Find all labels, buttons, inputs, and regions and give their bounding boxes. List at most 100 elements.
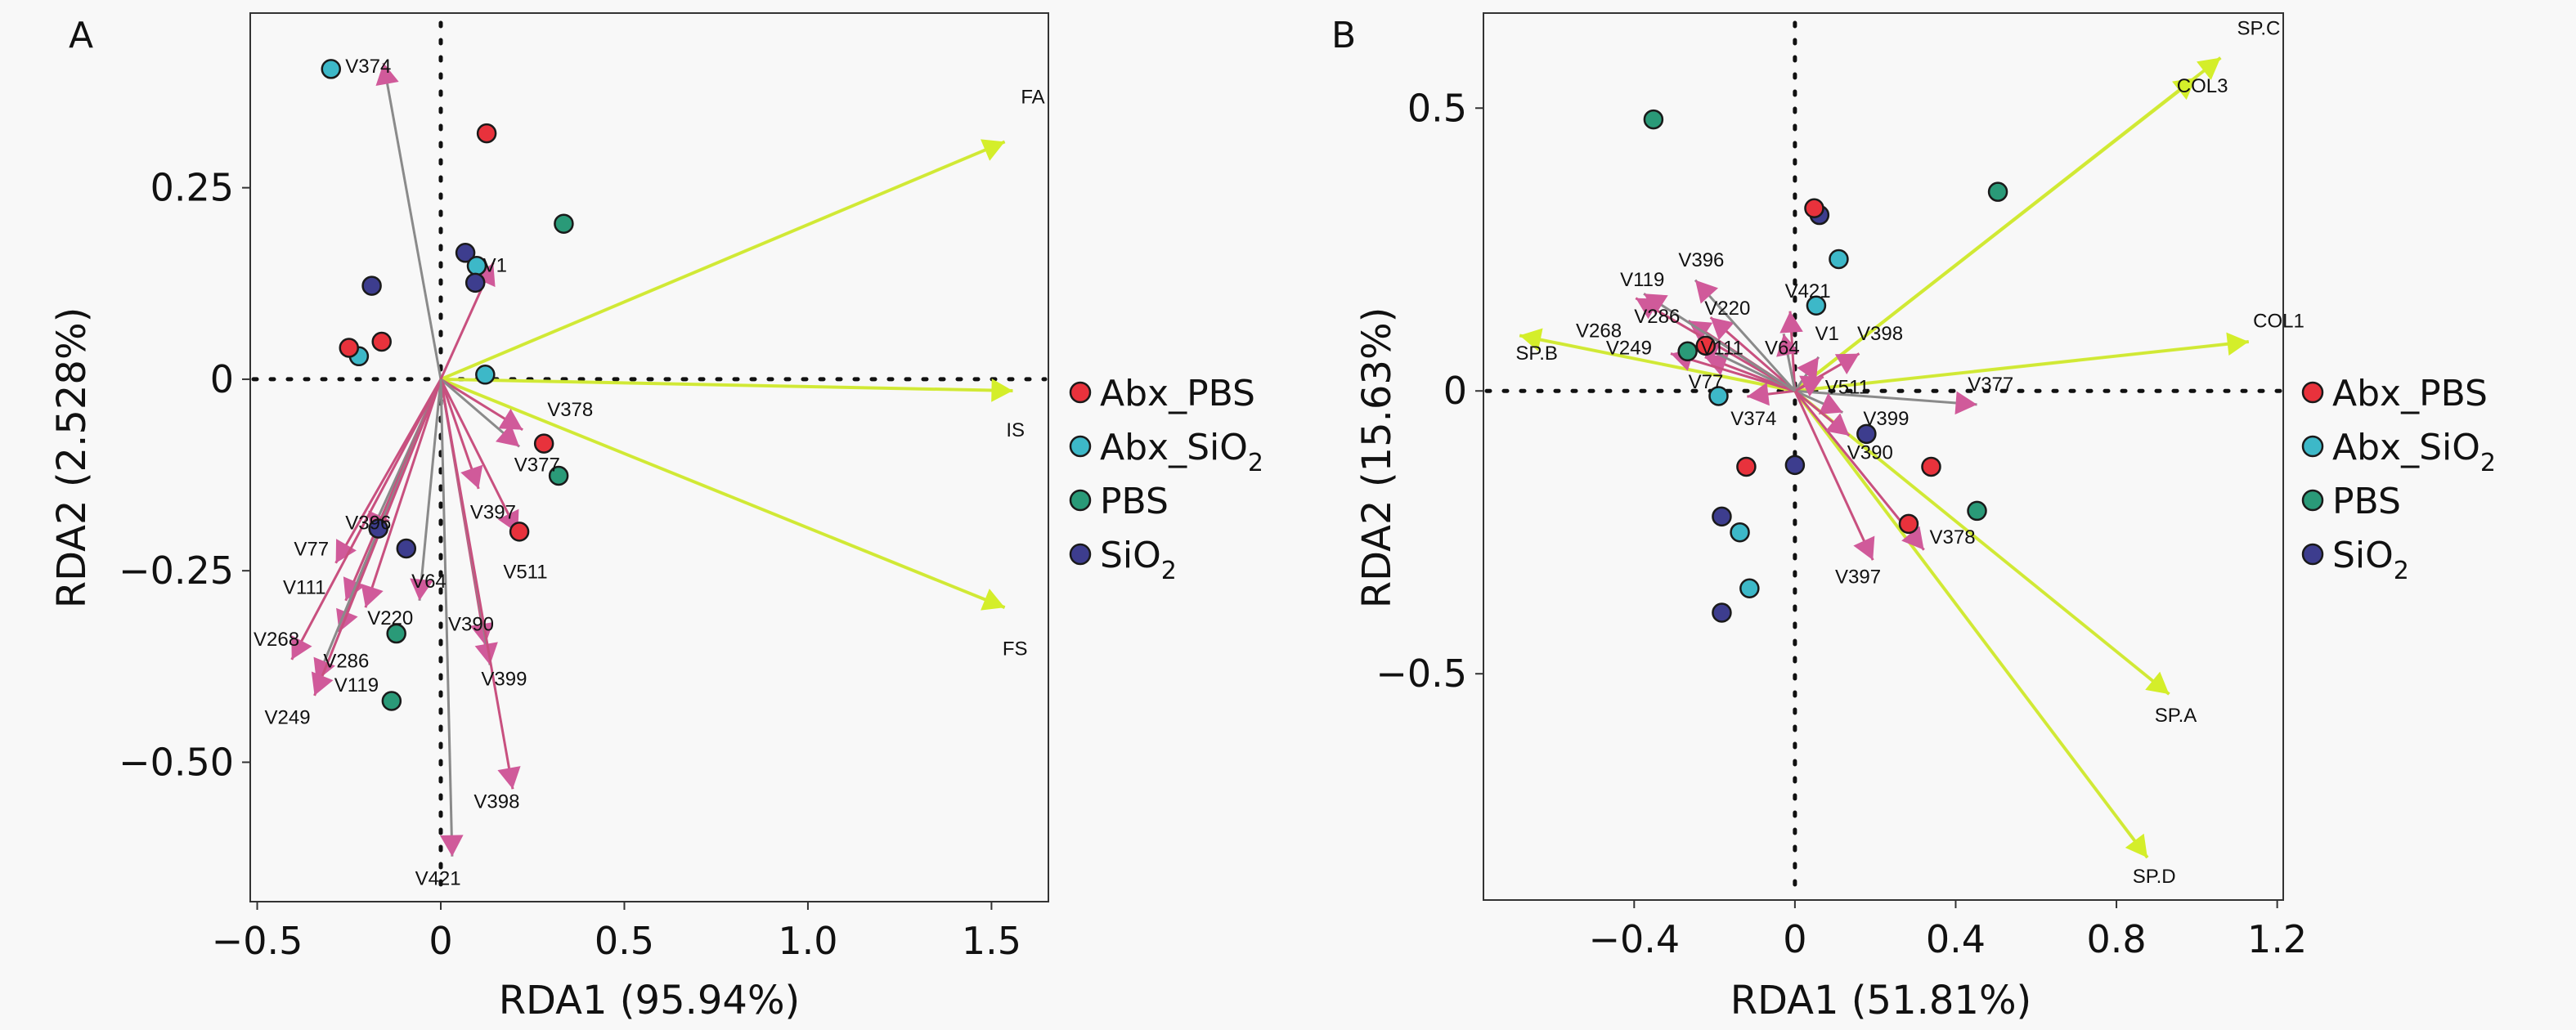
sample-point-pbs bbox=[554, 213, 574, 234]
species-vector-arrowhead bbox=[311, 671, 334, 696]
panel-b-axes: −0.4 0 0.4 0.8 1.2 0.5 0 −0.5 bbox=[1376, 86, 2307, 961]
y-tick-label: 0.25 bbox=[150, 166, 234, 210]
y-tick-label: 0.5 bbox=[1407, 86, 1467, 130]
env-vector-spa bbox=[1793, 389, 2170, 696]
env-vector-arrowhead bbox=[991, 378, 1013, 402]
x-tick-label: −0.4 bbox=[1588, 917, 1680, 961]
vector-label: V377 bbox=[1968, 374, 2013, 396]
vector-label: V378 bbox=[547, 399, 593, 421]
sample-point-pbs bbox=[1643, 109, 1664, 130]
env-vector-line bbox=[1793, 76, 2197, 392]
legend-label: Abx_PBS bbox=[1100, 373, 1255, 414]
species-vector-arrowhead bbox=[1710, 317, 1735, 341]
vector-label: V378 bbox=[1930, 526, 1976, 549]
species-vector-arrowhead bbox=[1834, 353, 1860, 374]
species-vector-arrowhead bbox=[1779, 311, 1803, 334]
sample-point-abx_pbs bbox=[1804, 198, 1824, 218]
vector-label: IS bbox=[1006, 419, 1025, 441]
species-vector-v1 bbox=[1793, 356, 1820, 392]
species-vector-line bbox=[439, 378, 454, 857]
species-vector-v399 bbox=[1794, 389, 1843, 414]
vector-label: V377 bbox=[514, 454, 560, 476]
env-vector-arrowhead bbox=[2145, 671, 2170, 695]
sample-point-pbs bbox=[1677, 341, 1698, 362]
species-vector-line bbox=[382, 62, 442, 380]
vector-label: V249 bbox=[265, 707, 311, 729]
vector-label: V111 bbox=[283, 576, 326, 598]
sample-point-abx_sio2 bbox=[475, 365, 496, 385]
vector-label: V249 bbox=[1606, 337, 1652, 359]
vector-label: V220 bbox=[1704, 298, 1750, 320]
sample-point-pbs bbox=[548, 465, 569, 486]
y-tick-label: −0.50 bbox=[119, 740, 234, 784]
vector-label: SP.D bbox=[2133, 866, 2176, 888]
legend-item: Abx_PBS bbox=[2301, 373, 2488, 414]
y-tick-label: 0 bbox=[210, 357, 234, 401]
env-vector-arrowhead bbox=[2172, 77, 2197, 101]
sample-point-abx_sio2 bbox=[1708, 386, 1729, 406]
species-vector-line bbox=[418, 378, 442, 601]
species-vector-arrowhead bbox=[375, 62, 399, 87]
env-vector-line bbox=[1519, 334, 1796, 393]
species-vector-arrowhead bbox=[460, 464, 483, 489]
sample-point-abx_pbs bbox=[339, 338, 360, 358]
species-vector-line bbox=[290, 378, 442, 661]
x-tick-label: 1.2 bbox=[2247, 917, 2307, 961]
sample-point-sio2 bbox=[1712, 506, 1732, 527]
x-tick-label: 0.4 bbox=[1926, 917, 1986, 961]
env-vector-line bbox=[1793, 390, 2149, 859]
species-vector-line bbox=[439, 378, 519, 534]
species-vector-line bbox=[1793, 390, 1874, 561]
panel-b-env-vectors bbox=[1519, 56, 2249, 859]
legend-swatch bbox=[2301, 489, 2324, 512]
vector-label: V111 bbox=[1700, 337, 1744, 359]
vector-label: V399 bbox=[481, 669, 527, 691]
vector-label: V220 bbox=[367, 607, 413, 629]
sample-point-pbs bbox=[386, 623, 406, 644]
species-vector-arrowhead bbox=[1747, 382, 1770, 406]
panel-b: B SP.C COL3 COL1 SP.B SP.A SP.D V377 V378 V397 V3… bbox=[1331, 12, 2496, 1023]
x-tick-label: 0.8 bbox=[2086, 917, 2146, 961]
species-vector-arrowhead bbox=[474, 642, 498, 665]
species-vector-arrowhead bbox=[410, 578, 433, 601]
sample-point-sio2 bbox=[455, 243, 476, 263]
sample-point-sio2 bbox=[368, 518, 388, 539]
vector-label: V77 bbox=[1689, 371, 1724, 393]
species-vector-line bbox=[1694, 279, 1796, 392]
vector-label: V396 bbox=[345, 513, 391, 535]
y-tick-label: 0 bbox=[1443, 369, 1467, 413]
y-tick-label: −0.25 bbox=[119, 549, 234, 593]
panel-b-letter: B bbox=[1331, 15, 1356, 56]
panel-b-x-axis-title: RDA1 (51.81%) bbox=[1730, 978, 2032, 1023]
species-vector-arrowhead bbox=[1776, 334, 1800, 357]
species-vector-v378 bbox=[440, 378, 523, 432]
vector-label: V374 bbox=[345, 56, 391, 78]
vector-label: V64 bbox=[411, 571, 447, 593]
species-vector-arrowhead bbox=[440, 835, 464, 857]
legend-swatch bbox=[2301, 381, 2324, 404]
legend-item: Abx_PBS bbox=[1069, 373, 1255, 414]
legend-swatch bbox=[1069, 381, 1092, 404]
species-vector-arrowhead bbox=[1799, 375, 1824, 397]
sample-point-sio2 bbox=[464, 272, 486, 293]
env-vector-is bbox=[440, 377, 1013, 402]
env-vector-arrowhead bbox=[981, 589, 1005, 611]
vector-label: V268 bbox=[254, 629, 299, 651]
x-tick-label: −0.5 bbox=[212, 919, 303, 963]
vector-label: V286 bbox=[1634, 306, 1680, 328]
vector-label: V268 bbox=[1576, 320, 1622, 342]
vector-label: V396 bbox=[1678, 249, 1724, 271]
vector-label: V398 bbox=[473, 791, 519, 813]
sample-point-sio2 bbox=[396, 538, 417, 559]
sample-point-sio2 bbox=[361, 275, 382, 296]
panel-a-plot-frame bbox=[249, 12, 1049, 902]
sample-point-abx_sio2 bbox=[1739, 578, 1760, 598]
sample-point-abx_pbs bbox=[1921, 456, 1941, 477]
panel-b-y-axis-title: RDA2 (15.63%) bbox=[1354, 307, 1400, 609]
panel-a-reference-lines bbox=[251, 20, 1048, 901]
species-vector-v397 bbox=[1793, 390, 1875, 561]
vector-label: V511 bbox=[1825, 377, 1869, 399]
sample-point-sio2 bbox=[1712, 602, 1732, 623]
species-vector-v511 bbox=[1794, 375, 1824, 397]
species-vector-arrowhead bbox=[1818, 392, 1843, 414]
